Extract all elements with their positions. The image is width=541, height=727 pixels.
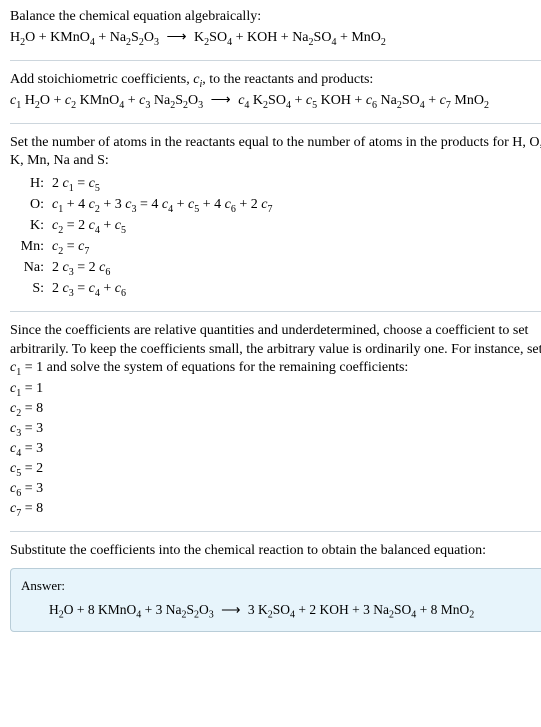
divider xyxy=(10,311,541,312)
coefficient-value: c3 = 3 xyxy=(10,420,541,439)
coefficient-value: c2 = 8 xyxy=(10,400,541,419)
solve-text: Since the coefficients are relative quan… xyxy=(10,322,541,379)
atom-label: Na: xyxy=(10,259,46,278)
divider xyxy=(10,531,541,532)
atom-label: Mn: xyxy=(10,238,46,257)
text-part: Since the coefficients are relative quan… xyxy=(10,323,541,357)
atom-equation: 2 c3 = 2 c6 xyxy=(52,259,541,278)
atom-equation: c1 + 4 c2 + 3 c3 = 4 c4 + c5 + 4 c6 + 2 … xyxy=(52,196,541,215)
atom-equation: c2 = c7 xyxy=(52,238,541,257)
coefficient-values: c1 = 1c2 = 8c3 = 3c4 = 3c5 = 2c6 = 3c7 =… xyxy=(10,380,541,518)
balanced-equation: H2O + 8 KMnO4 + 3 Na2S2O3 ⟶ 3 K2SO4 + 2 … xyxy=(21,601,540,619)
coefficient-value: c6 = 3 xyxy=(10,480,541,499)
intro-text: Balance the chemical equation algebraica… xyxy=(10,8,541,27)
text-part: , to the reactants and products: xyxy=(202,72,373,87)
answer-label: Answer: xyxy=(21,577,540,595)
atom-equations-grid: H: 2 c1 = c5 O: c1 + 4 c2 + 3 c3 = 4 c4 + c… xyxy=(10,175,541,298)
atom-equation: 2 c1 = c5 xyxy=(52,175,541,194)
atom-label: O: xyxy=(10,196,46,215)
substitute-text: Substitute the coefficients into the che… xyxy=(10,542,541,561)
text-part: = 1 and solve the system of equations fo… xyxy=(21,360,408,375)
divider xyxy=(10,123,541,124)
atom-label: S: xyxy=(10,280,46,299)
divider xyxy=(10,60,541,61)
atom-equation: 2 c3 = c4 + c6 xyxy=(52,280,541,299)
unbalanced-equation: H2O + KMnO4 + Na2S2O3 ⟶ K2SO4 + KOH + Na… xyxy=(10,29,541,48)
coefficient-value: c7 = 8 xyxy=(10,500,541,519)
atom-equation: c2 = 2 c4 + c5 xyxy=(52,217,541,236)
text-part: Add stoichiometric coefficients, xyxy=(10,72,193,87)
atom-label: H: xyxy=(10,175,46,194)
coefficient-value: c4 = 3 xyxy=(10,440,541,459)
atom-label: K: xyxy=(10,217,46,236)
coefficient-equation: c1 H2O + c2 KMnO4 + c3 Na2S2O3 ⟶ c4 K2SO… xyxy=(10,92,541,111)
coefficient-value: c5 = 2 xyxy=(10,460,541,479)
coefficient-value: c1 = 1 xyxy=(10,380,541,399)
add-coefficients-text: Add stoichiometric coefficients, ci, to … xyxy=(10,71,541,90)
answer-box: Answer: H2O + 8 KMnO4 + 3 Na2S2O3 ⟶ 3 K2… xyxy=(10,568,541,632)
atom-balance-text: Set the number of atoms in the reactants… xyxy=(10,134,541,172)
